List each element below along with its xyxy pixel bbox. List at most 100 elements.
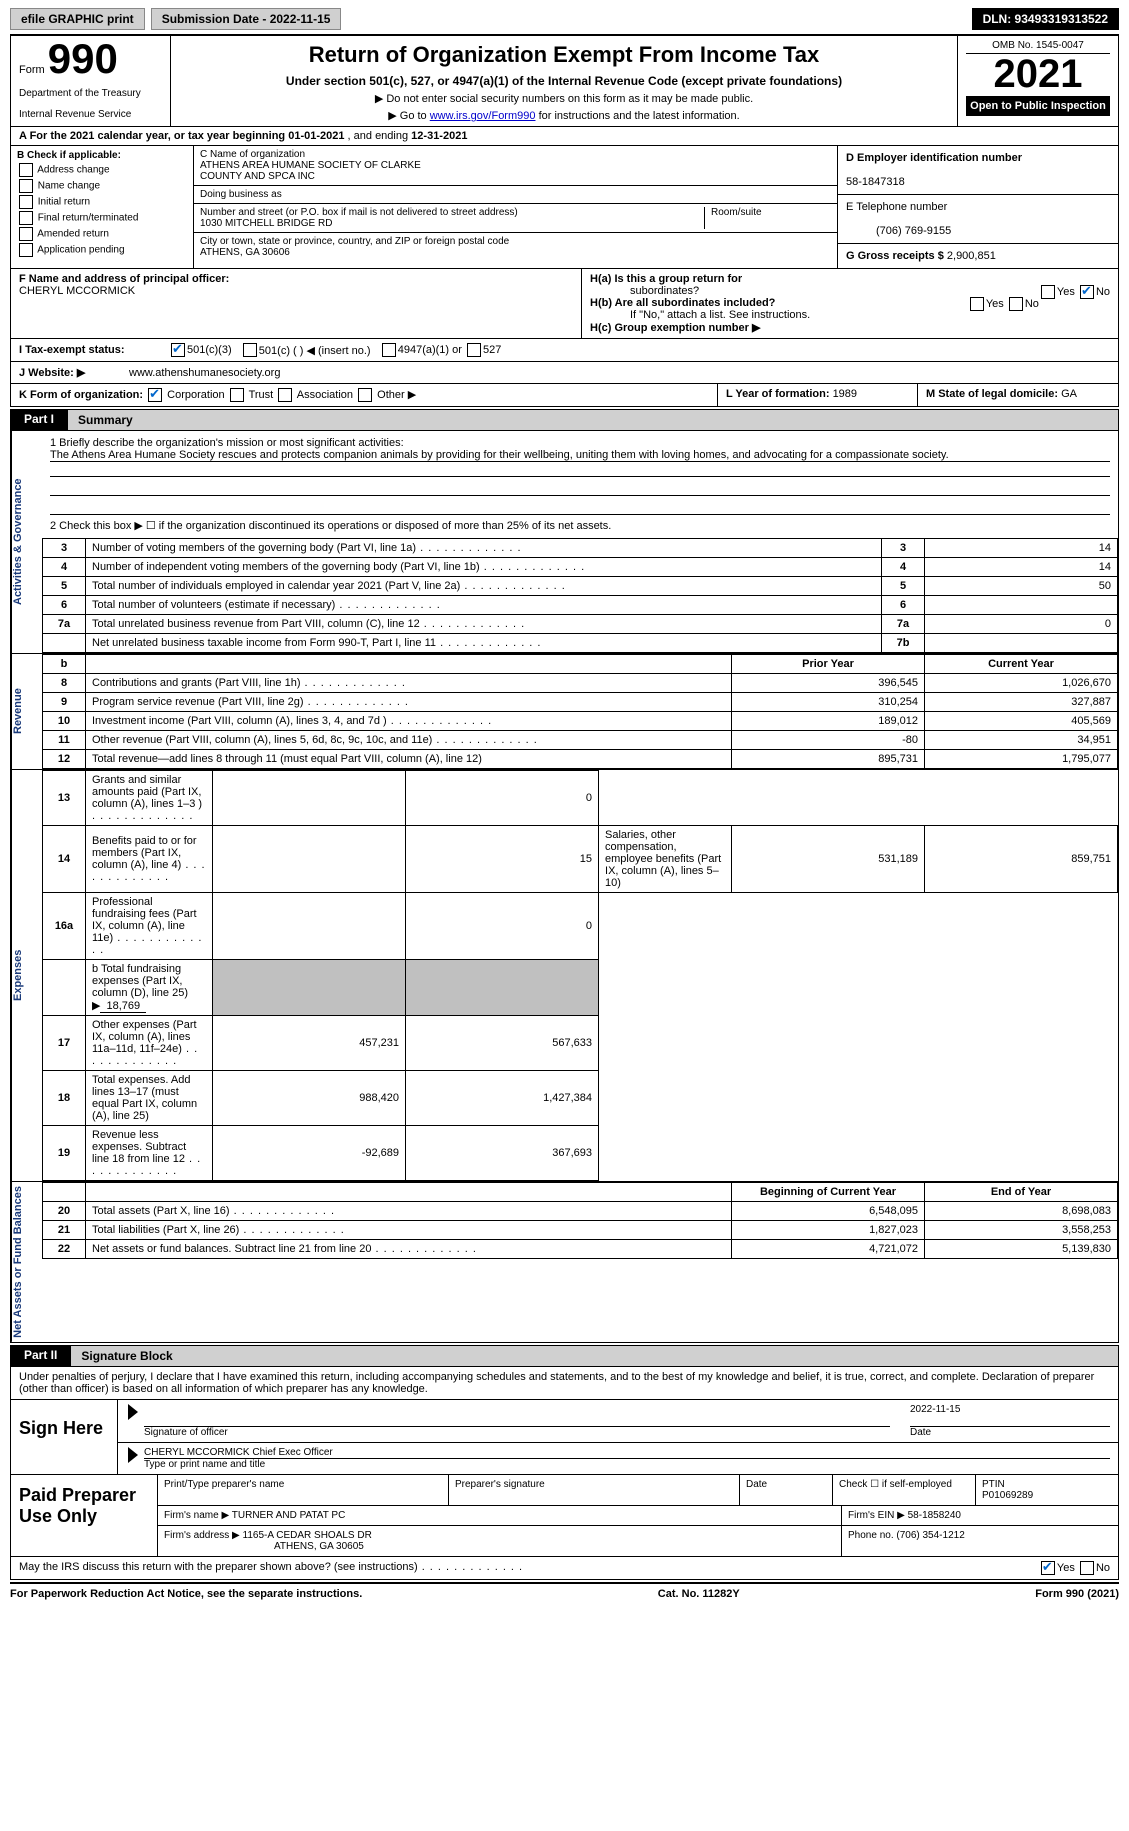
check-discuss-no[interactable] <box>1080 1561 1094 1575</box>
num-9: 9 <box>43 693 86 712</box>
check-address-change[interactable] <box>19 163 33 177</box>
hdr-current-year: Current Year <box>925 655 1118 674</box>
lbl-yes2: Yes <box>986 298 1004 310</box>
tab-revenue: Revenue <box>11 654 42 769</box>
ln-7a: 7a <box>882 615 925 634</box>
num-17: 17 <box>43 1016 86 1071</box>
lbl-discuss-no: No <box>1096 1562 1110 1574</box>
check-amended[interactable] <box>19 227 33 241</box>
hdr-end-year: End of Year <box>925 1183 1118 1202</box>
paid-preparer-label: Paid Preparer Use Only <box>11 1475 158 1556</box>
check-501c[interactable] <box>243 343 257 357</box>
box-h: H(a) Is this a group return for subordin… <box>582 269 1118 338</box>
date-value: 2022-11-15 <box>910 1404 1110 1427</box>
lbl-assoc: Association <box>297 389 353 401</box>
box-f-label: F Name and address of principal officer: <box>19 273 229 285</box>
street-value: 1030 MITCHELL BRIDGE RD <box>200 218 332 229</box>
irs-link[interactable]: www.irs.gov/Form990 <box>430 110 536 122</box>
firm-ein: 58-1858240 <box>908 1510 961 1521</box>
c19: 367,693 <box>406 1126 599 1181</box>
year-formation: 1989 <box>833 388 857 400</box>
row-k-label: K Form of organization: <box>19 389 143 401</box>
check-527[interactable] <box>467 343 481 357</box>
line9: Program service revenue (Part VIII, line… <box>86 693 732 712</box>
firm-name-cell: Firm's name ▶ TURNER AND PATAT PC <box>158 1506 842 1525</box>
street-label: Number and street (or P.O. box if mail i… <box>200 207 518 218</box>
check-501c3[interactable] <box>171 343 185 357</box>
c17: 567,633 <box>406 1016 599 1071</box>
num-4: 4 <box>43 558 86 577</box>
p15: 531,189 <box>732 826 925 893</box>
box-d-label: D Employer identification number <box>846 152 1022 164</box>
spacer <box>347 8 965 30</box>
line10: Investment income (Part VIII, column (A)… <box>86 712 732 731</box>
part1-title: Summary <box>68 409 1119 431</box>
c9: 327,887 <box>925 693 1118 712</box>
line1-label: 1 Briefly describe the organization's mi… <box>50 437 1110 449</box>
row-i: I Tax-exempt status: 501(c)(3) 501(c) ( … <box>10 339 1119 362</box>
ln-3: 3 <box>882 539 925 558</box>
line5: Total number of individuals employed in … <box>86 577 882 596</box>
lbl-no2: No <box>1025 298 1039 310</box>
arrow-icon <box>128 1404 138 1420</box>
val-5: 50 <box>925 577 1118 596</box>
footer-left: For Paperwork Reduction Act Notice, see … <box>10 1588 362 1600</box>
efile-print-button[interactable]: efile GRAPHIC print <box>10 8 145 30</box>
c11: 34,951 <box>925 731 1118 750</box>
row-a: A For the 2021 calendar year, or tax yea… <box>10 127 1119 146</box>
box-g: G Gross receipts $ 2,900,851 <box>838 244 1118 268</box>
box-f: F Name and address of principal officer:… <box>11 269 582 338</box>
line18: Total expenses. Add lines 13–17 (must eq… <box>86 1071 213 1126</box>
check-ha-yes[interactable] <box>1041 285 1055 299</box>
num-19: 19 <box>43 1126 86 1181</box>
p14 <box>213 826 406 893</box>
line7b: Net unrelated business taxable income fr… <box>86 634 882 653</box>
b21: 1,827,023 <box>732 1221 925 1240</box>
year-cell: OMB No. 1545-0047 2021 Open to Public In… <box>958 36 1118 126</box>
submission-date-button[interactable]: Submission Date - 2022-11-15 <box>151 8 342 30</box>
check-hb-yes[interactable] <box>970 297 984 311</box>
tab-activities-governance: Activities & Governance <box>11 431 42 653</box>
part2-title: Signature Block <box>71 1345 1119 1367</box>
p18: 988,420 <box>213 1071 406 1126</box>
website-value: www.athenshumanesociety.org <box>129 367 280 379</box>
firm-phone-cell: Phone no. (706) 354-1212 <box>842 1526 1118 1556</box>
check-final-return[interactable] <box>19 211 33 225</box>
line12: Total revenue—add lines 8 through 11 (mu… <box>86 750 732 769</box>
c10: 405,569 <box>925 712 1118 731</box>
check-assoc[interactable] <box>278 388 292 402</box>
name-title-label: Type or print name and title <box>144 1459 265 1470</box>
firm-addr1: 1165-A CEDAR SHOALS DR <box>243 1530 372 1541</box>
check-corp[interactable] <box>148 388 162 402</box>
ln-6: 6 <box>882 596 925 615</box>
note-prefix: ▶ Go to <box>388 110 429 122</box>
firm-name: TURNER AND PATAT PC <box>232 1510 346 1521</box>
check-other[interactable] <box>358 388 372 402</box>
num-3: 3 <box>43 539 86 558</box>
line19: Revenue less expenses. Subtract line 18 … <box>86 1126 213 1181</box>
discuss-row: May the IRS discuss this return with the… <box>10 1557 1119 1580</box>
lbl-app-pending: Application pending <box>37 245 124 256</box>
form-cell: Form 990 Department of the Treasury Inte… <box>11 36 171 126</box>
irs-label: Internal Revenue Service <box>19 109 162 120</box>
check-discuss-yes[interactable] <box>1041 1561 1055 1575</box>
blank-line2 <box>50 481 1110 496</box>
c15: 859,751 <box>925 826 1118 893</box>
lbl-4947: 4947(a)(1) or <box>398 344 462 356</box>
row-a-label: A For the 2021 calendar year, or tax yea… <box>19 130 288 142</box>
check-4947[interactable] <box>382 343 396 357</box>
row-j: J Website: ▶ www.athenshumanesociety.org <box>10 362 1119 384</box>
check-name-change[interactable] <box>19 179 33 193</box>
check-app-pending[interactable] <box>19 243 33 257</box>
lbl-501c: 501(c) ( ) ◀ (insert no.) <box>259 344 371 357</box>
p13 <box>213 771 406 826</box>
row-i-label: I Tax-exempt status: <box>19 344 169 356</box>
lbl-amended: Amended return <box>37 229 109 240</box>
check-hb-no[interactable] <box>1009 297 1023 311</box>
dba-label: Doing business as <box>200 189 282 200</box>
p12: 895,731 <box>732 750 925 769</box>
check-trust[interactable] <box>230 388 244 402</box>
check-ha-no[interactable] <box>1080 285 1094 299</box>
check-initial-return[interactable] <box>19 195 33 209</box>
val-3: 14 <box>925 539 1118 558</box>
